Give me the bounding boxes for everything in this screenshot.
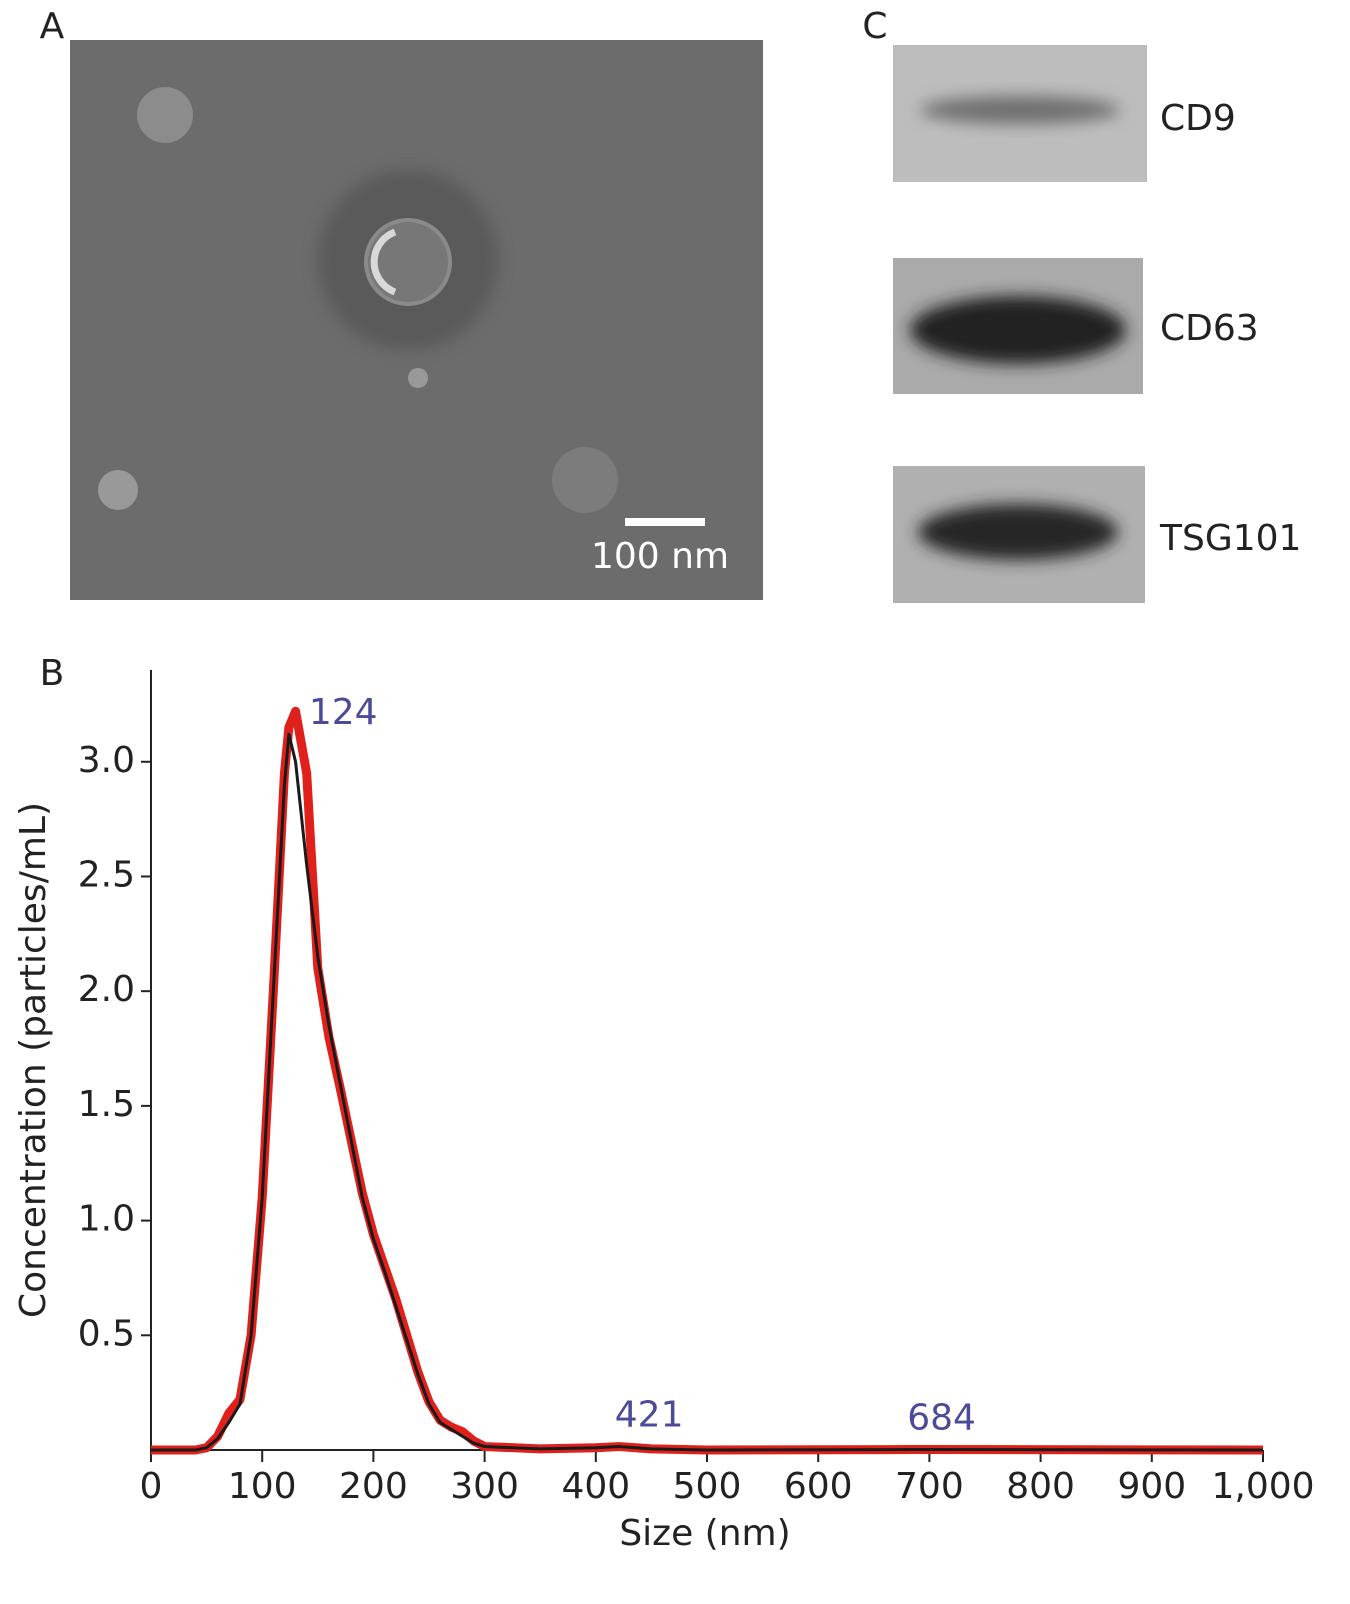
x-tick-label: 700 [895, 1466, 964, 1507]
scale-bar-label: 100 nm [591, 536, 729, 577]
y-tick-label: 2.5 [78, 854, 135, 895]
line-series [151, 706, 1264, 1455]
panel-label: B [40, 653, 65, 694]
x-axis-title: Size (nm) [619, 1513, 790, 1554]
blot-label: TSG101 [1159, 518, 1301, 559]
peak-label: 684 [907, 1398, 976, 1439]
x-tick-label: 1,000 [1211, 1466, 1314, 1507]
blot-label: CD63 [1160, 308, 1259, 349]
x-tick-label: 400 [561, 1466, 630, 1507]
x-tick-label: 900 [1117, 1466, 1186, 1507]
blot-label: CD9 [1160, 98, 1236, 139]
x-tick-label: 500 [673, 1466, 742, 1507]
western-blot: CD9 CD63 TSG101 [893, 45, 1301, 603]
x-tick-label: 600 [784, 1466, 853, 1507]
x-tick-label: 0 [140, 1466, 163, 1507]
y-tick-label: 0.5 [78, 1313, 135, 1354]
y-tick-label: 2.0 [78, 969, 135, 1010]
x-tick-label: 200 [339, 1466, 408, 1507]
y-tick-label: 1.0 [78, 1199, 135, 1240]
line-chart: Size (nm) Concentration (particles/mL) 0… [13, 670, 1315, 1554]
micrograph: 100 nm [70, 40, 763, 600]
line-series [151, 732, 1264, 1452]
panel-label: A [40, 6, 65, 47]
peak-label: 124 [309, 692, 378, 733]
x-tick-label: 100 [228, 1466, 297, 1507]
y-tick-label: 1.5 [78, 1084, 135, 1125]
x-tick-label: 300 [450, 1466, 519, 1507]
panel-label: C [862, 6, 887, 47]
y-axis-title: Concentration (particles/mL) [13, 802, 54, 1318]
x-tick-label: 800 [1006, 1466, 1075, 1507]
y-tick-label: 3.0 [78, 740, 135, 781]
peak-label: 421 [615, 1395, 684, 1436]
